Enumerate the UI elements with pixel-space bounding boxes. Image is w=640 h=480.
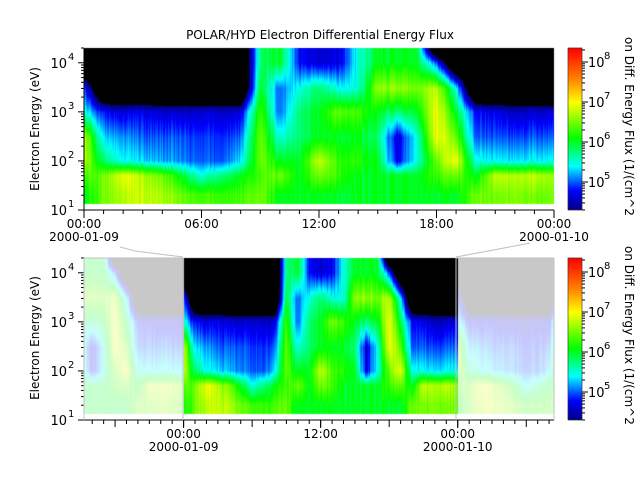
top-y-tick-label-exp: 1: [68, 199, 74, 210]
x-tick-label-date: 2000-01-09: [49, 230, 119, 244]
top-y-tick-label-base: 10: [50, 204, 67, 219]
y-axis-label-top: Electron Energy (eV): [28, 67, 42, 191]
bottom-y-tick-label-base: 10: [50, 365, 67, 380]
x-tick-label-date: 2000-01-09: [149, 440, 219, 454]
chart-title: POLAR/HYD Electron Differential Energy F…: [186, 28, 454, 42]
top-y-tick-label-exp: 4: [68, 52, 74, 63]
bottom-y-tick-label-exp: 1: [68, 409, 74, 420]
bottom-colorbar-tick-label-base: 10: [588, 346, 605, 361]
bottom-y-tick-label-exp: 3: [68, 311, 74, 322]
bottom-colorbar-tick-label-exp: 5: [604, 381, 610, 392]
top-colorbar-tick-label-base: 10: [588, 136, 605, 151]
x-tick-label-time: 12:00: [303, 427, 338, 441]
x-tick-label-time: 18:00: [419, 217, 454, 231]
top-colorbar-tick-label-exp: 5: [604, 171, 610, 182]
zoom-connector-right: [455, 242, 531, 258]
top-colorbar-tick-label-exp: 8: [604, 51, 610, 62]
x-tick-label-time: 00:00: [537, 217, 572, 231]
colorbar-label-bottom: on Diff. Energy Flux (1/(cm^2: [622, 246, 636, 425]
bottom-colorbar-tick-label-exp: 8: [604, 261, 610, 272]
bottom-y-tick-label-base: 10: [50, 316, 67, 331]
x-tick-label-time: 12:00: [302, 217, 337, 231]
colorbar-label-top: on Diff. Energy Flux (1/(cm^2: [622, 37, 636, 216]
top-colorbar-tick-label-base: 10: [588, 176, 605, 191]
top-colorbar-tick-label-base: 10: [588, 56, 605, 71]
bottom-colorbar-tick-label-base: 10: [588, 306, 605, 321]
top-colorbar: [567, 47, 583, 211]
top-colorbar-tick-label-exp: 7: [604, 91, 610, 102]
zoom-connector-left: [119, 246, 184, 258]
top-colorbar-tick-label-base: 10: [588, 96, 605, 111]
top-y-tick-label-base: 10: [50, 155, 67, 170]
bottom-y-tick-label-base: 10: [50, 414, 67, 429]
y-axis-label-bottom: Electron Energy (eV): [28, 276, 42, 400]
bottom-y-tick-label-base: 10: [50, 267, 67, 282]
top-colorbar-tick-label-exp: 6: [604, 131, 610, 142]
top-y-tick-label-base: 10: [50, 106, 67, 121]
bottom-colorbar-tick-label-exp: 7: [604, 301, 610, 312]
bottom-y-tick-label-exp: 4: [68, 262, 74, 273]
x-tick-label-date: 2000-01-10: [423, 440, 493, 454]
x-tick-label-date: 2000-01-10: [519, 230, 589, 244]
x-tick-label-time: 00:00: [67, 217, 102, 231]
x-tick-label-time: 00:00: [166, 427, 201, 441]
bottom-y-tick-label-exp: 2: [68, 360, 74, 371]
top-y-tick-label-base: 10: [50, 57, 67, 72]
x-tick-label-time: 06:00: [184, 217, 219, 231]
bottom-colorbar: [567, 257, 583, 421]
x-tick-label-time: 00:00: [440, 427, 475, 441]
bottom-colorbar-tick-label-base: 10: [588, 386, 605, 401]
top-y-tick-label-exp: 2: [68, 150, 74, 161]
top-y-tick-label-exp: 3: [68, 101, 74, 112]
bottom-colorbar-tick-label-base: 10: [588, 266, 605, 281]
bottom-colorbar-tick-label-exp: 6: [604, 341, 610, 352]
